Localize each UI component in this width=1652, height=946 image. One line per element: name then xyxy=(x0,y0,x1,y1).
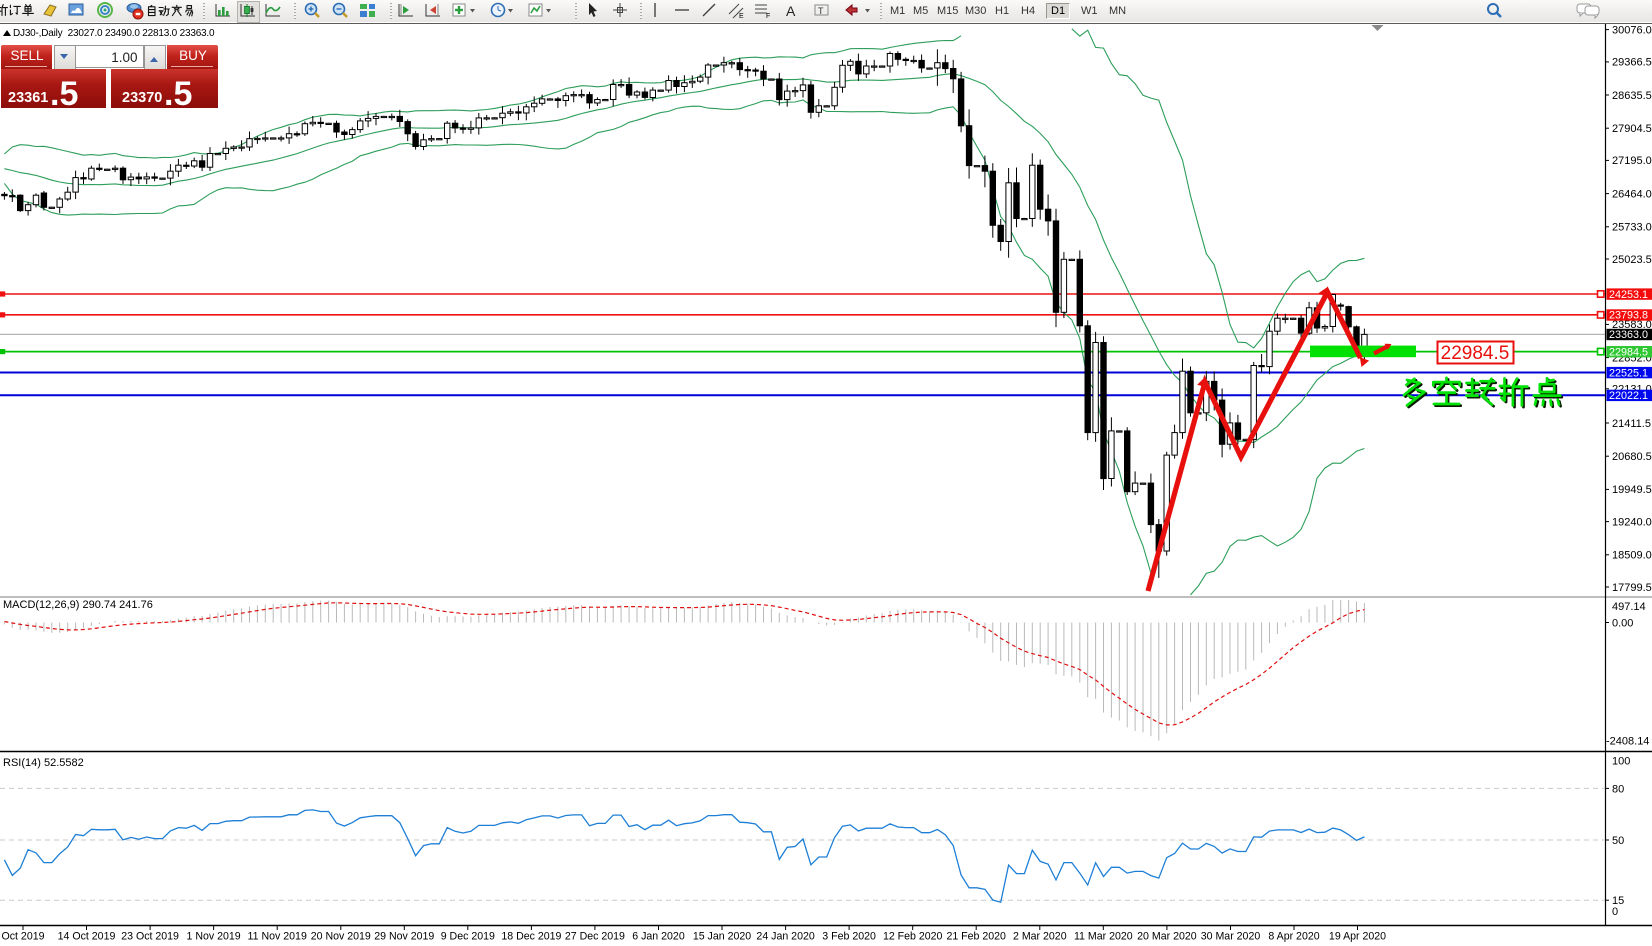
svg-text:30076.0: 30076.0 xyxy=(1612,24,1652,36)
svg-text:50: 50 xyxy=(1612,835,1624,847)
svg-text:80: 80 xyxy=(1612,783,1624,795)
svg-text:21 Feb 2020: 21 Feb 2020 xyxy=(946,931,1006,943)
svg-text:15 Jan 2020: 15 Jan 2020 xyxy=(693,931,751,943)
svg-text:20 Mar 2020: 20 Mar 2020 xyxy=(1137,931,1197,943)
svg-text:23363.0: 23363.0 xyxy=(1609,329,1648,341)
svg-text:23 Oct 2019: 23 Oct 2019 xyxy=(121,931,179,943)
svg-text:0: 0 xyxy=(1612,906,1618,918)
svg-text:11 Nov 2019: 11 Nov 2019 xyxy=(248,931,307,943)
svg-text:22984.5: 22984.5 xyxy=(1441,343,1510,364)
svg-text:14 Oct 2019: 14 Oct 2019 xyxy=(58,931,116,943)
svg-text:24253.1: 24253.1 xyxy=(1609,289,1648,301)
svg-text:25733.0: 25733.0 xyxy=(1612,222,1652,234)
svg-text:-2408.14: -2408.14 xyxy=(1606,736,1649,748)
svg-text:21411.5: 21411.5 xyxy=(1612,418,1651,430)
svg-text:27195.0: 27195.0 xyxy=(1612,155,1652,167)
svg-text:12 Feb 2020: 12 Feb 2020 xyxy=(883,931,943,943)
svg-text:29 Nov 2019: 29 Nov 2019 xyxy=(374,931,434,943)
svg-text:F: F xyxy=(766,13,770,20)
svg-text:19 Apr 2020: 19 Apr 2020 xyxy=(1329,931,1386,943)
svg-text:24 Jan 2020: 24 Jan 2020 xyxy=(756,931,814,943)
svg-text:20680.5: 20680.5 xyxy=(1612,451,1652,463)
svg-text:3 Feb 2020: 3 Feb 2020 xyxy=(822,931,876,943)
svg-text:22022.1: 22022.1 xyxy=(1609,390,1648,402)
svg-text:19240.0: 19240.0 xyxy=(1612,516,1652,528)
svg-text:22525.1: 22525.1 xyxy=(1609,367,1648,379)
svg-text:26464.0: 26464.0 xyxy=(1612,188,1652,200)
svg-text:25023.5: 25023.5 xyxy=(1612,254,1652,266)
svg-text:1 Nov 2019: 1 Nov 2019 xyxy=(187,931,241,943)
svg-text:23793.8: 23793.8 xyxy=(1609,310,1648,322)
svg-text:Oct 2019: Oct 2019 xyxy=(2,931,45,943)
svg-text:100: 100 xyxy=(1612,756,1630,768)
svg-text:T: T xyxy=(818,6,824,16)
svg-text:27904.5: 27904.5 xyxy=(1612,123,1652,135)
svg-text:23583.0: 23583.0 xyxy=(1612,319,1652,331)
svg-text:MACD(12,26,9) 290.74 241.76: MACD(12,26,9) 290.74 241.76 xyxy=(3,599,153,611)
svg-text:2 Mar 2020: 2 Mar 2020 xyxy=(1013,931,1067,943)
svg-text:15: 15 xyxy=(1612,895,1624,907)
svg-text:9 Dec 2019: 9 Dec 2019 xyxy=(441,931,495,943)
svg-text:17799.5: 17799.5 xyxy=(1612,582,1652,594)
svg-text:18509.0: 18509.0 xyxy=(1612,550,1652,562)
svg-text:20 Nov 2019: 20 Nov 2019 xyxy=(311,931,371,943)
svg-text:22984.5: 22984.5 xyxy=(1609,346,1648,358)
svg-text:E: E xyxy=(739,13,744,20)
svg-text:8 Apr 2020: 8 Apr 2020 xyxy=(1268,931,1319,943)
svg-text:27 Dec 2019: 27 Dec 2019 xyxy=(565,931,625,943)
svg-text:RSI(14) 52.5582: RSI(14) 52.5582 xyxy=(3,757,84,769)
svg-text:6 Jan 2020: 6 Jan 2020 xyxy=(632,931,685,943)
svg-text:497.14: 497.14 xyxy=(1612,601,1646,613)
svg-text:30 Mar 2020: 30 Mar 2020 xyxy=(1201,931,1261,943)
svg-text:28635.5: 28635.5 xyxy=(1612,90,1652,102)
svg-text:0.00: 0.00 xyxy=(1612,618,1633,630)
svg-text:18 Dec 2019: 18 Dec 2019 xyxy=(501,931,561,943)
svg-text:29366.5: 29366.5 xyxy=(1612,57,1652,69)
svg-text:19949.5: 19949.5 xyxy=(1612,484,1652,496)
svg-text:11 Mar 2020: 11 Mar 2020 xyxy=(1074,931,1133,943)
